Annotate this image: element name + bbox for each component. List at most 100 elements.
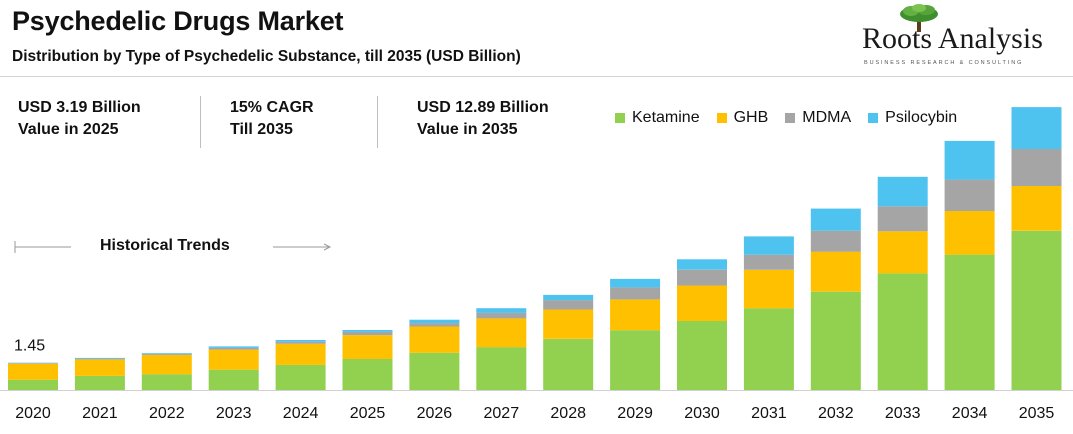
bar-mdma-2022 bbox=[141, 354, 192, 355]
bar-ghb-2021 bbox=[74, 359, 125, 376]
bar-psilocybin-2032 bbox=[810, 208, 861, 231]
header-divider bbox=[0, 76, 1073, 77]
stat-cagr: 15% CAGR Till 2035 bbox=[230, 97, 314, 141]
bar-psilocybin-2033 bbox=[877, 176, 928, 207]
bar-psilocybin-2025 bbox=[342, 330, 393, 332]
company-logo: Roots Analysis BUSINESS RESEARCH & CONSU… bbox=[858, 4, 1058, 70]
stat-value-2025-caption: Value in 2025 bbox=[18, 121, 119, 138]
logo-tagline: BUSINESS RESEARCH & CONSULTING bbox=[864, 60, 1024, 66]
bar-psilocybin-2026 bbox=[409, 319, 460, 324]
bar-ketamine-2027 bbox=[476, 347, 527, 390]
bar-ghb-2025 bbox=[342, 335, 393, 359]
stat-divider bbox=[200, 96, 201, 148]
bar-ketamine-2028 bbox=[543, 338, 594, 390]
historical-trends-arrow-icon bbox=[14, 241, 332, 253]
bar-ghb-2022 bbox=[141, 355, 192, 375]
stat-value-2035-amount: USD 12.89 Billion bbox=[417, 99, 549, 116]
bar-ketamine-2031 bbox=[743, 308, 794, 390]
bar-psilocybin-2030 bbox=[677, 259, 727, 270]
x-tick-label-2029: 2029 bbox=[617, 405, 653, 422]
bar-ghb-2030 bbox=[677, 285, 727, 321]
bar-ketamine-2032 bbox=[810, 291, 861, 390]
x-tick-label-2021: 2021 bbox=[82, 405, 118, 422]
legend-swatch-ketamine bbox=[615, 113, 625, 123]
x-tick-label-2023: 2023 bbox=[216, 405, 252, 422]
bar-psilocybin-2022 bbox=[141, 353, 192, 355]
x-tick-label-2026: 2026 bbox=[417, 405, 453, 422]
bar-psilocybin-2035 bbox=[1011, 107, 1062, 149]
legend-item-ghb: GHB bbox=[716, 109, 769, 127]
bar-mdma-2024 bbox=[275, 341, 326, 344]
legend-item-ketamine: Ketamine bbox=[615, 109, 700, 127]
x-tick-label-2033: 2033 bbox=[885, 405, 921, 422]
bar-mdma-2032 bbox=[810, 230, 861, 252]
x-tick-label-2035: 2035 bbox=[1019, 405, 1055, 422]
bar-ketamine-2024 bbox=[275, 364, 326, 390]
x-tick-label-2034: 2034 bbox=[952, 405, 988, 422]
bar-ketamine-2035 bbox=[1011, 230, 1062, 390]
x-tick-label-2020: 2020 bbox=[15, 405, 51, 422]
legend-item-mdma: MDMA bbox=[785, 109, 851, 127]
bar-ghb-2027 bbox=[476, 318, 527, 348]
bar-ghb-2035 bbox=[1011, 186, 1062, 231]
bar-mdma-2035 bbox=[1011, 149, 1062, 186]
bar-mdma-2023 bbox=[208, 347, 259, 350]
legend-swatch-ghb bbox=[716, 113, 727, 123]
bar-psilocybin-2031 bbox=[743, 236, 794, 255]
x-tick-label-2030: 2030 bbox=[684, 405, 720, 422]
bar-ghb-2024 bbox=[275, 343, 326, 365]
legend-item-psilocybin: Psilocybin bbox=[868, 109, 957, 127]
stat-value-2025-amount: USD 3.19 Billion bbox=[18, 99, 141, 116]
x-tick-label-2027: 2027 bbox=[484, 405, 520, 422]
bar-ghb-2032 bbox=[810, 251, 861, 292]
legend-label-psilocybin: Psilocybin bbox=[885, 109, 958, 126]
bar-ketamine-2021 bbox=[74, 375, 125, 390]
stat-value-2035: USD 12.89 Billion Value in 2035 bbox=[417, 97, 549, 141]
bar-ghb-2028 bbox=[543, 309, 594, 339]
bar-ghb-2033 bbox=[877, 231, 928, 274]
bar-mdma-2025 bbox=[342, 331, 393, 336]
bar-psilocybin-2023 bbox=[208, 346, 259, 348]
bar-ketamine-2023 bbox=[208, 369, 259, 390]
legend-swatch-mdma bbox=[785, 113, 796, 123]
x-tick-label-2032: 2032 bbox=[818, 405, 854, 422]
chart-subtitle: Distribution by Type of Psychedelic Subs… bbox=[12, 48, 521, 65]
bar-ghb-2029 bbox=[610, 299, 661, 331]
legend-label-ghb: GHB bbox=[733, 109, 769, 126]
bar-psilocybin-2034 bbox=[944, 140, 995, 180]
data-label-2020: 1.45 bbox=[14, 338, 45, 355]
logo-name: Roots Analysis bbox=[862, 22, 1043, 55]
stat-cagr-amount: 15% CAGR bbox=[230, 99, 314, 116]
stat-value-2035-caption: Value in 2035 bbox=[417, 121, 518, 138]
bar-ketamine-2033 bbox=[877, 273, 928, 390]
bar-mdma-2033 bbox=[877, 206, 928, 232]
bar-mdma-2030 bbox=[677, 269, 727, 286]
bar-ghb-2031 bbox=[743, 269, 794, 309]
chart-legend: Ketamine GHB MDMA Psilocybin bbox=[615, 109, 974, 127]
bar-psilocybin-2024 bbox=[275, 340, 326, 342]
x-tick-label-2022: 2022 bbox=[149, 405, 185, 422]
bar-ghb-2026 bbox=[409, 326, 460, 353]
bar-ghb-2020 bbox=[8, 363, 58, 380]
x-tick-label-2024: 2024 bbox=[283, 405, 319, 422]
x-tick-label-2031: 2031 bbox=[751, 405, 787, 422]
bar-ketamine-2026 bbox=[409, 352, 460, 390]
bar-ketamine-2030 bbox=[677, 321, 727, 390]
stat-value-2025: USD 3.19 Billion Value in 2025 bbox=[18, 97, 141, 141]
bar-ketamine-2034 bbox=[944, 254, 995, 390]
bar-mdma-2029 bbox=[610, 287, 661, 300]
x-tick-label-2025: 2025 bbox=[350, 405, 386, 422]
bar-mdma-2031 bbox=[743, 254, 794, 270]
bar-psilocybin-2029 bbox=[610, 278, 661, 288]
chart-title: Psychedelic Drugs Market bbox=[12, 6, 344, 36]
bar-ghb-2034 bbox=[944, 211, 995, 255]
stat-divider bbox=[377, 96, 378, 148]
bar-mdma-2028 bbox=[543, 300, 594, 310]
bar-mdma-2026 bbox=[409, 323, 460, 327]
historical-trends-marker: Historical Trends bbox=[14, 236, 334, 258]
x-tick-label-2028: 2028 bbox=[550, 405, 586, 422]
bar-mdma-2034 bbox=[944, 179, 995, 211]
bar-mdma-2021 bbox=[74, 358, 125, 360]
stat-cagr-caption: Till 2035 bbox=[230, 121, 293, 138]
